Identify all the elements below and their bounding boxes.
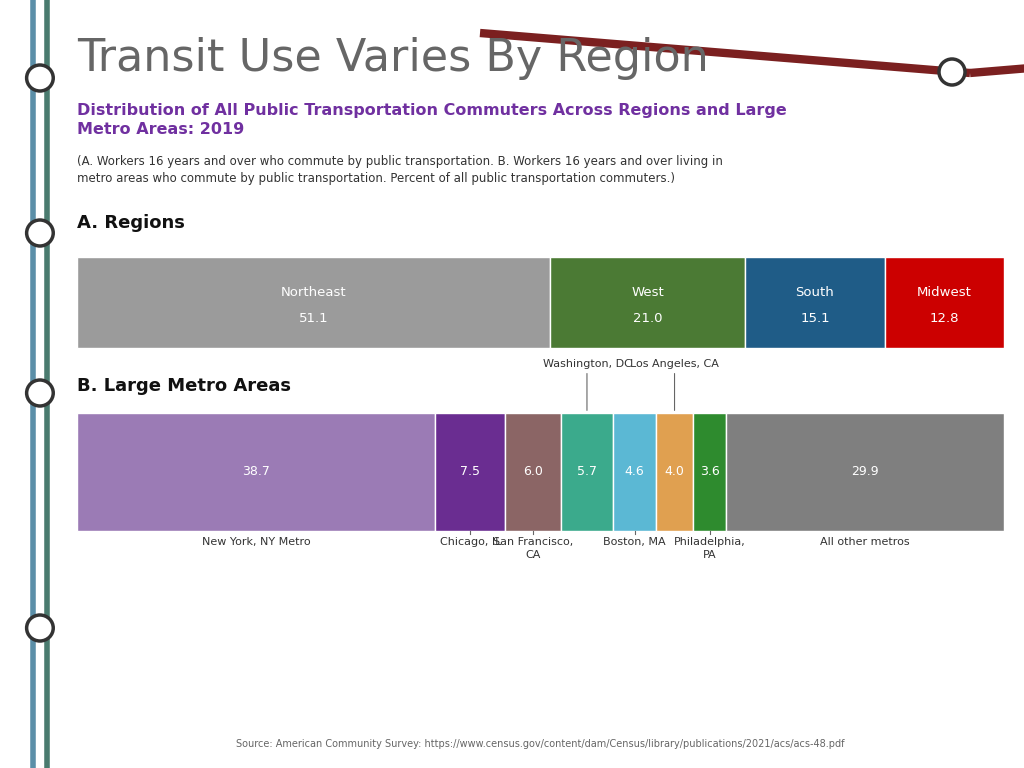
Bar [77,257,550,348]
Text: Transit Use Varies By Region: Transit Use Varies By Region [77,37,709,80]
Text: 38.7: 38.7 [243,465,270,478]
Text: Distribution of All Public Transportation Commuters Across Regions and Large
Met: Distribution of All Public Transportatio… [77,103,786,137]
Text: All other metros: All other metros [820,538,909,548]
Text: San Francisco,
CA: San Francisco, CA [493,538,572,560]
Text: Midwest: Midwest [916,286,972,299]
Text: Los Angeles, CA: Los Angeles, CA [630,359,719,369]
Text: (A. Workers 16 years and over who commute by public transportation. B. Workers 1: (A. Workers 16 years and over who commut… [77,155,723,185]
Text: 6.0: 6.0 [523,465,543,478]
Text: Philadelphia,
PA: Philadelphia, PA [674,538,745,560]
Text: 51.1: 51.1 [299,312,329,325]
Bar [745,257,885,348]
Bar [505,413,560,531]
Text: 12.8: 12.8 [930,312,958,325]
Bar [550,257,745,348]
Text: 29.9: 29.9 [851,465,879,478]
Text: 21.0: 21.0 [633,312,663,325]
Bar [435,413,505,531]
Text: Boston, MA: Boston, MA [603,538,666,548]
Text: Northeast: Northeast [281,286,346,299]
Text: Source: American Community Survey: https://www.census.gov/content/dam/Census/lib: Source: American Community Survey: https… [236,740,845,750]
Bar [613,413,656,531]
Bar [656,413,693,531]
Text: West: West [631,286,664,299]
Circle shape [27,380,53,406]
Bar [77,413,435,531]
Bar [885,257,1004,348]
Text: B. Large Metro Areas: B. Large Metro Areas [77,377,291,396]
Text: 4.0: 4.0 [665,465,684,478]
Text: 15.1: 15.1 [800,312,829,325]
Text: Washington, DC: Washington, DC [543,359,632,369]
Circle shape [27,65,53,91]
Circle shape [939,59,965,85]
Text: New York, NY Metro: New York, NY Metro [202,538,310,548]
Text: South: South [796,286,835,299]
Bar [560,413,613,531]
Text: A. Regions: A. Regions [77,214,184,232]
Text: 7.5: 7.5 [460,465,480,478]
Bar [693,413,726,531]
Circle shape [27,220,53,246]
Text: Chicago, IL: Chicago, IL [439,538,501,548]
Text: 4.6: 4.6 [625,465,644,478]
Text: 5.7: 5.7 [577,465,597,478]
Bar [726,413,1004,531]
Circle shape [27,615,53,641]
Text: 3.6: 3.6 [699,465,720,478]
